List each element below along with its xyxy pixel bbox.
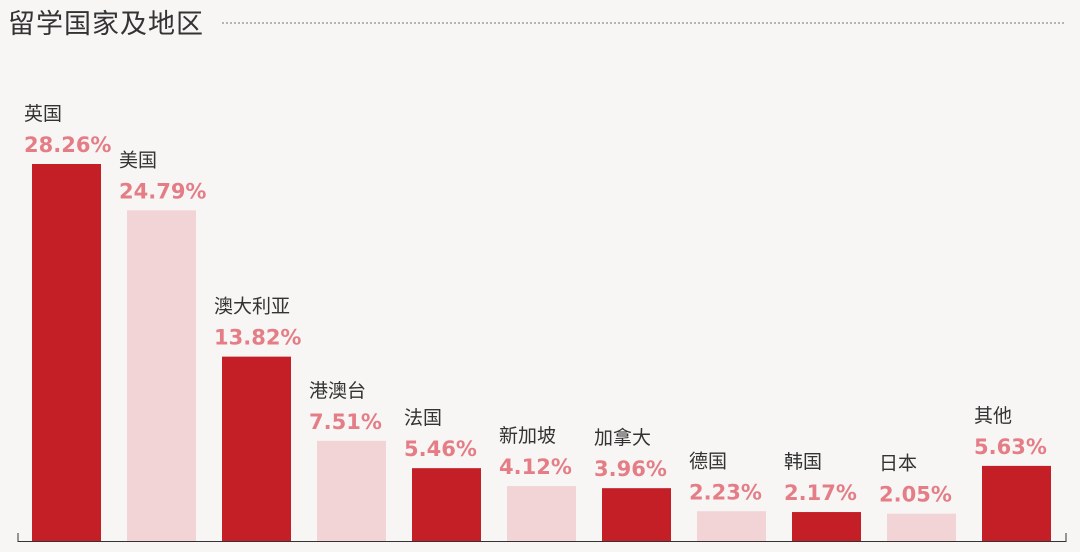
bar-3 xyxy=(222,356,291,541)
title-divider xyxy=(222,22,1064,24)
category-label: 美国 xyxy=(119,149,157,171)
value-label: 5.63% xyxy=(974,435,1047,459)
value-label: 2.17% xyxy=(784,481,857,505)
bar-9 xyxy=(792,512,861,541)
category-label: 英国 xyxy=(24,103,62,125)
value-label: 28.26% xyxy=(24,133,111,157)
bars-group xyxy=(32,164,1051,541)
category-label: 其他 xyxy=(974,405,1012,427)
bar-6 xyxy=(507,486,576,541)
value-label: 2.05% xyxy=(879,483,952,507)
value-label: 5.46% xyxy=(404,437,477,461)
value-label: 13.82% xyxy=(214,326,301,350)
value-label: 4.12% xyxy=(499,455,572,479)
value-label: 24.79% xyxy=(119,179,206,203)
category-label: 法国 xyxy=(404,407,442,429)
category-label: 港澳台 xyxy=(309,380,366,402)
category-label: 日本 xyxy=(879,453,917,475)
bar-7 xyxy=(602,488,671,541)
labels-group: 28.26% 英国 24.79% 美国 13.82% 澳大利亚 7.51% 港澳台 5.46% 法… xyxy=(24,103,1047,507)
page-title: 留学国家及地区 xyxy=(8,9,204,40)
category-label: 加拿大 xyxy=(594,426,651,449)
value-label: 3.96% xyxy=(594,457,667,481)
value-label: 2.23% xyxy=(689,480,762,504)
category-label: 澳大利亚 xyxy=(214,296,290,318)
bar-5 xyxy=(412,468,481,541)
bar-10 xyxy=(887,513,956,541)
category-label: 德国 xyxy=(689,450,727,472)
category-label: 新加坡 xyxy=(499,425,556,447)
bar-8 xyxy=(697,511,766,541)
category-label: 韩国 xyxy=(784,451,822,473)
bar-11 xyxy=(982,465,1051,541)
bar-1 xyxy=(32,164,101,541)
value-label: 7.51% xyxy=(309,410,382,434)
bar-2 xyxy=(127,210,196,541)
bar-4 xyxy=(317,440,386,541)
